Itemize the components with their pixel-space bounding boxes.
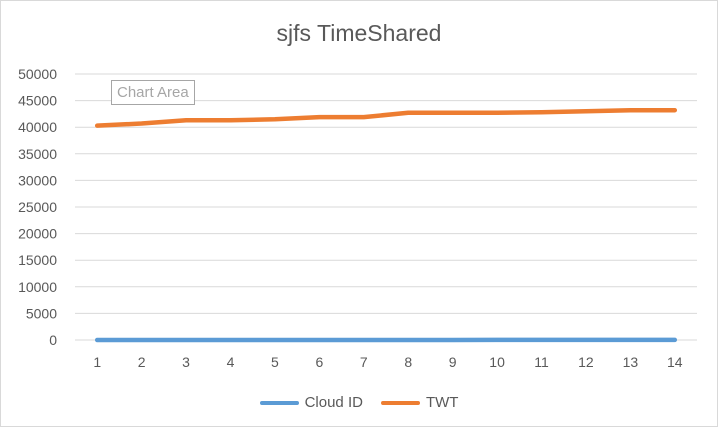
- x-tick-label: 2: [138, 354, 146, 370]
- x-tick-label: 7: [360, 354, 368, 370]
- x-tick-label: 12: [578, 354, 594, 370]
- y-tick-label: 45000: [18, 93, 57, 109]
- y-tick-label: 5000: [26, 305, 57, 321]
- x-tick-label: 11: [534, 354, 549, 370]
- x-tick-label: 14: [667, 354, 683, 370]
- x-tick-label: 6: [315, 354, 323, 370]
- x-tick-label: 9: [449, 354, 457, 370]
- x-tick-label: 1: [93, 354, 101, 370]
- series-line-twt[interactable]: [94, 107, 678, 128]
- x-tick-label: 13: [623, 354, 639, 370]
- legend-label-twt: TWT: [425, 394, 459, 411]
- x-tick-label: 4: [227, 354, 235, 370]
- x-tick-label: 3: [182, 354, 190, 370]
- chart-area-tooltip: Chart Area: [111, 80, 195, 105]
- legend-label-cloud-id: Cloud ID: [304, 394, 363, 411]
- x-tick-label: 8: [404, 354, 412, 370]
- y-tick-label: 15000: [18, 252, 57, 268]
- x-tick-label: 10: [489, 354, 505, 370]
- y-tick-label: 0: [49, 332, 57, 348]
- y-tick-label: 40000: [18, 119, 57, 135]
- y-tick-label: 20000: [18, 226, 57, 242]
- x-tick-label: 5: [271, 354, 279, 370]
- y-tick-label: 25000: [18, 199, 57, 215]
- y-tick-label: 10000: [18, 279, 57, 295]
- legend-item-twt[interactable]: TWT: [380, 394, 459, 411]
- legend[interactable]: Cloud ID TWT: [0, 394, 718, 411]
- chart-title: sjfs TimeShared: [276, 20, 442, 46]
- y-tick-label: 30000: [18, 172, 57, 188]
- legend-swatch-cloud-id: [259, 400, 299, 405]
- y-tick-label: 35000: [18, 146, 57, 162]
- y-tick-label: 50000: [18, 66, 57, 82]
- legend-item-cloud-id[interactable]: Cloud ID: [259, 394, 363, 411]
- legend-swatch-twt: [380, 400, 420, 405]
